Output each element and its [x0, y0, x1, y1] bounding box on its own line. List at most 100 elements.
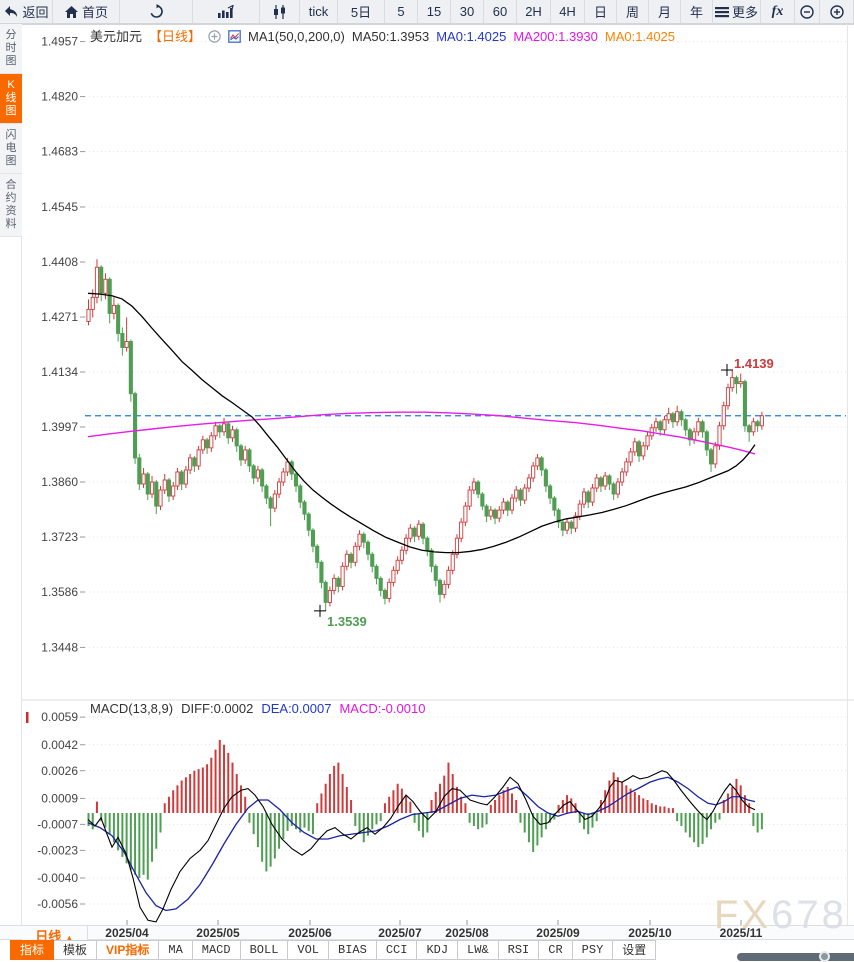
svg-text:0.0042: 0.0042	[41, 738, 78, 752]
macd-title: MACD(13,8,9)	[90, 701, 174, 716]
tab-kdj[interactable]: KDJ	[417, 940, 459, 960]
zoom-out-button[interactable]	[795, 0, 820, 23]
interval-5m[interactable]: 5	[385, 0, 418, 23]
add-indicator-icon[interactable]	[208, 30, 221, 46]
interval-15m-label: 15	[426, 4, 442, 19]
dea-value: DEA:0.0007	[261, 701, 332, 716]
tab-settings[interactable]: 设置	[613, 940, 657, 960]
interval-year[interactable]: 年	[681, 0, 713, 23]
candlestick-button[interactable]	[260, 0, 300, 23]
tab-macd[interactable]: MACD	[192, 940, 241, 960]
tab-template[interactable]: 模板	[54, 940, 98, 960]
interval-4h-label: 4H	[559, 4, 576, 19]
svg-text:1.4820: 1.4820	[41, 90, 78, 104]
home-button-label: 首页	[81, 5, 108, 20]
bar-chart-button-icon	[217, 4, 235, 19]
interval-month[interactable]: 月	[649, 0, 681, 23]
svg-text:1.4683: 1.4683	[41, 145, 78, 159]
interval-4h[interactable]: 4H	[551, 0, 585, 23]
bar-chart-button[interactable]	[193, 0, 260, 23]
x-axis-label: 2025/09	[536, 926, 580, 940]
interval-week-label: 周	[625, 5, 639, 20]
svg-text:0.0026: 0.0026	[41, 764, 78, 778]
top-toolbar: 返回 首页 tick 5日 5 15 30 60 2H 4H 日 周 月 年 更多 fx	[0, 0, 854, 24]
tab-rsi[interactable]: RSI	[498, 940, 540, 960]
scrollbar-knob[interactable]	[819, 951, 830, 962]
chevron-up-icon: ▲	[64, 933, 74, 943]
x-axis-label: 2025/10	[628, 926, 672, 940]
tab-contract-info[interactable]: 合约资料	[0, 174, 22, 237]
interval-year-label: 年	[689, 5, 703, 20]
mini-chart-icon[interactable]	[228, 30, 241, 46]
tab-bias[interactable]: BIAS	[329, 940, 377, 960]
tab-psy[interactable]: PSY	[572, 940, 614, 960]
more-button[interactable]: 更多	[713, 0, 761, 23]
period-selector[interactable]: 日线 ▲	[22, 926, 88, 944]
svg-text:0.0059: 0.0059	[41, 710, 78, 724]
x-axis-label: 2025/11	[719, 926, 763, 940]
svg-text:1.4134: 1.4134	[41, 365, 78, 379]
interval-30m[interactable]: 30	[451, 0, 484, 23]
x-axis-strip: 日线 ▲ 2025/04 2025/05 2025/06 2025/07 2025/08…	[0, 925, 854, 944]
symbol-name: 美元加元	[90, 29, 143, 44]
bottom-indicator-toolbar: 指标 模板 VIP指标 MA MACD BOLL VOL BIAS CCI KDJ LW& RSI CR…	[0, 940, 854, 962]
svg-text:1.3448: 1.3448	[41, 640, 78, 654]
svg-text:1.3723: 1.3723	[41, 530, 78, 544]
svg-text:-0.0023: -0.0023	[37, 843, 78, 857]
tab-lightning-chart[interactable]: 闪电图	[0, 124, 22, 174]
interval-2h[interactable]: 2H	[517, 0, 551, 23]
tab-vol[interactable]: VOL	[288, 940, 330, 960]
tab-lwr[interactable]: LW&	[458, 940, 499, 960]
x-axis-label: 2025/06	[288, 926, 332, 940]
interval-day-label: 日	[593, 5, 607, 20]
more-button-label: 更多	[731, 5, 758, 20]
svg-text:1.4545: 1.4545	[41, 200, 78, 214]
tab-cci[interactable]: CCI	[376, 940, 418, 960]
home-button[interactable]: 首页	[53, 0, 120, 23]
home-button-icon	[64, 5, 79, 19]
interval-day[interactable]: 日	[585, 0, 617, 23]
period-badge: 【日线】	[149, 29, 202, 44]
interval-60m-label: 60	[492, 4, 508, 19]
x-axis-label: 2025/04	[105, 926, 149, 940]
svg-text:1.3997: 1.3997	[41, 420, 78, 434]
tab-time-chart[interactable]: 分时图	[0, 24, 22, 74]
refresh-button-icon	[149, 4, 164, 19]
interval-tick-label: tick	[308, 4, 329, 19]
fx-indicators-button[interactable]: fx	[761, 0, 795, 23]
horizontal-scrollbar-thumb[interactable]	[737, 951, 854, 962]
interval-month-label: 月	[657, 5, 671, 20]
more-button-icon	[714, 6, 729, 18]
svg-text:1.4408: 1.4408	[41, 255, 78, 269]
ma50-value: MA50:1.3953	[351, 29, 430, 44]
right-rail-divider	[847, 24, 848, 925]
ma-settings-label: MA1(50,0,200,0)	[248, 29, 345, 44]
svg-text:-0.0040: -0.0040	[37, 871, 78, 885]
refresh-button[interactable]	[120, 0, 193, 23]
x-axis-label: 2025/07	[378, 926, 422, 940]
svg-text:1.4271: 1.4271	[41, 310, 78, 324]
fx-indicators-button-label: fx	[771, 3, 784, 19]
svg-text:-0.0007: -0.0007	[37, 817, 78, 831]
tab-boll[interactable]: BOLL	[240, 940, 289, 960]
zoom-in-button[interactable]	[820, 0, 854, 23]
interval-15m[interactable]: 15	[418, 0, 451, 23]
macd-value: MACD:-0.0010	[339, 701, 426, 716]
tab-vip-indicator[interactable]: VIP指标	[97, 940, 160, 960]
tab-ma[interactable]: MA	[159, 940, 193, 960]
svg-text:1.3586: 1.3586	[41, 585, 78, 599]
tab-indicator[interactable]: 指标	[10, 940, 55, 960]
svg-text:1.3860: 1.3860	[41, 475, 78, 489]
tab-cr[interactable]: CR	[539, 940, 573, 960]
back-button[interactable]: 返回	[0, 0, 53, 23]
back-button-label: 返回	[22, 5, 49, 20]
interval-5d[interactable]: 5日	[338, 0, 385, 23]
interval-60m[interactable]: 60	[484, 0, 517, 23]
interval-tick[interactable]: tick	[300, 0, 338, 23]
interval-week[interactable]: 周	[617, 0, 649, 23]
ma200-value: MA200:1.3930	[513, 29, 598, 44]
interval-2h-label: 2H	[525, 4, 542, 19]
